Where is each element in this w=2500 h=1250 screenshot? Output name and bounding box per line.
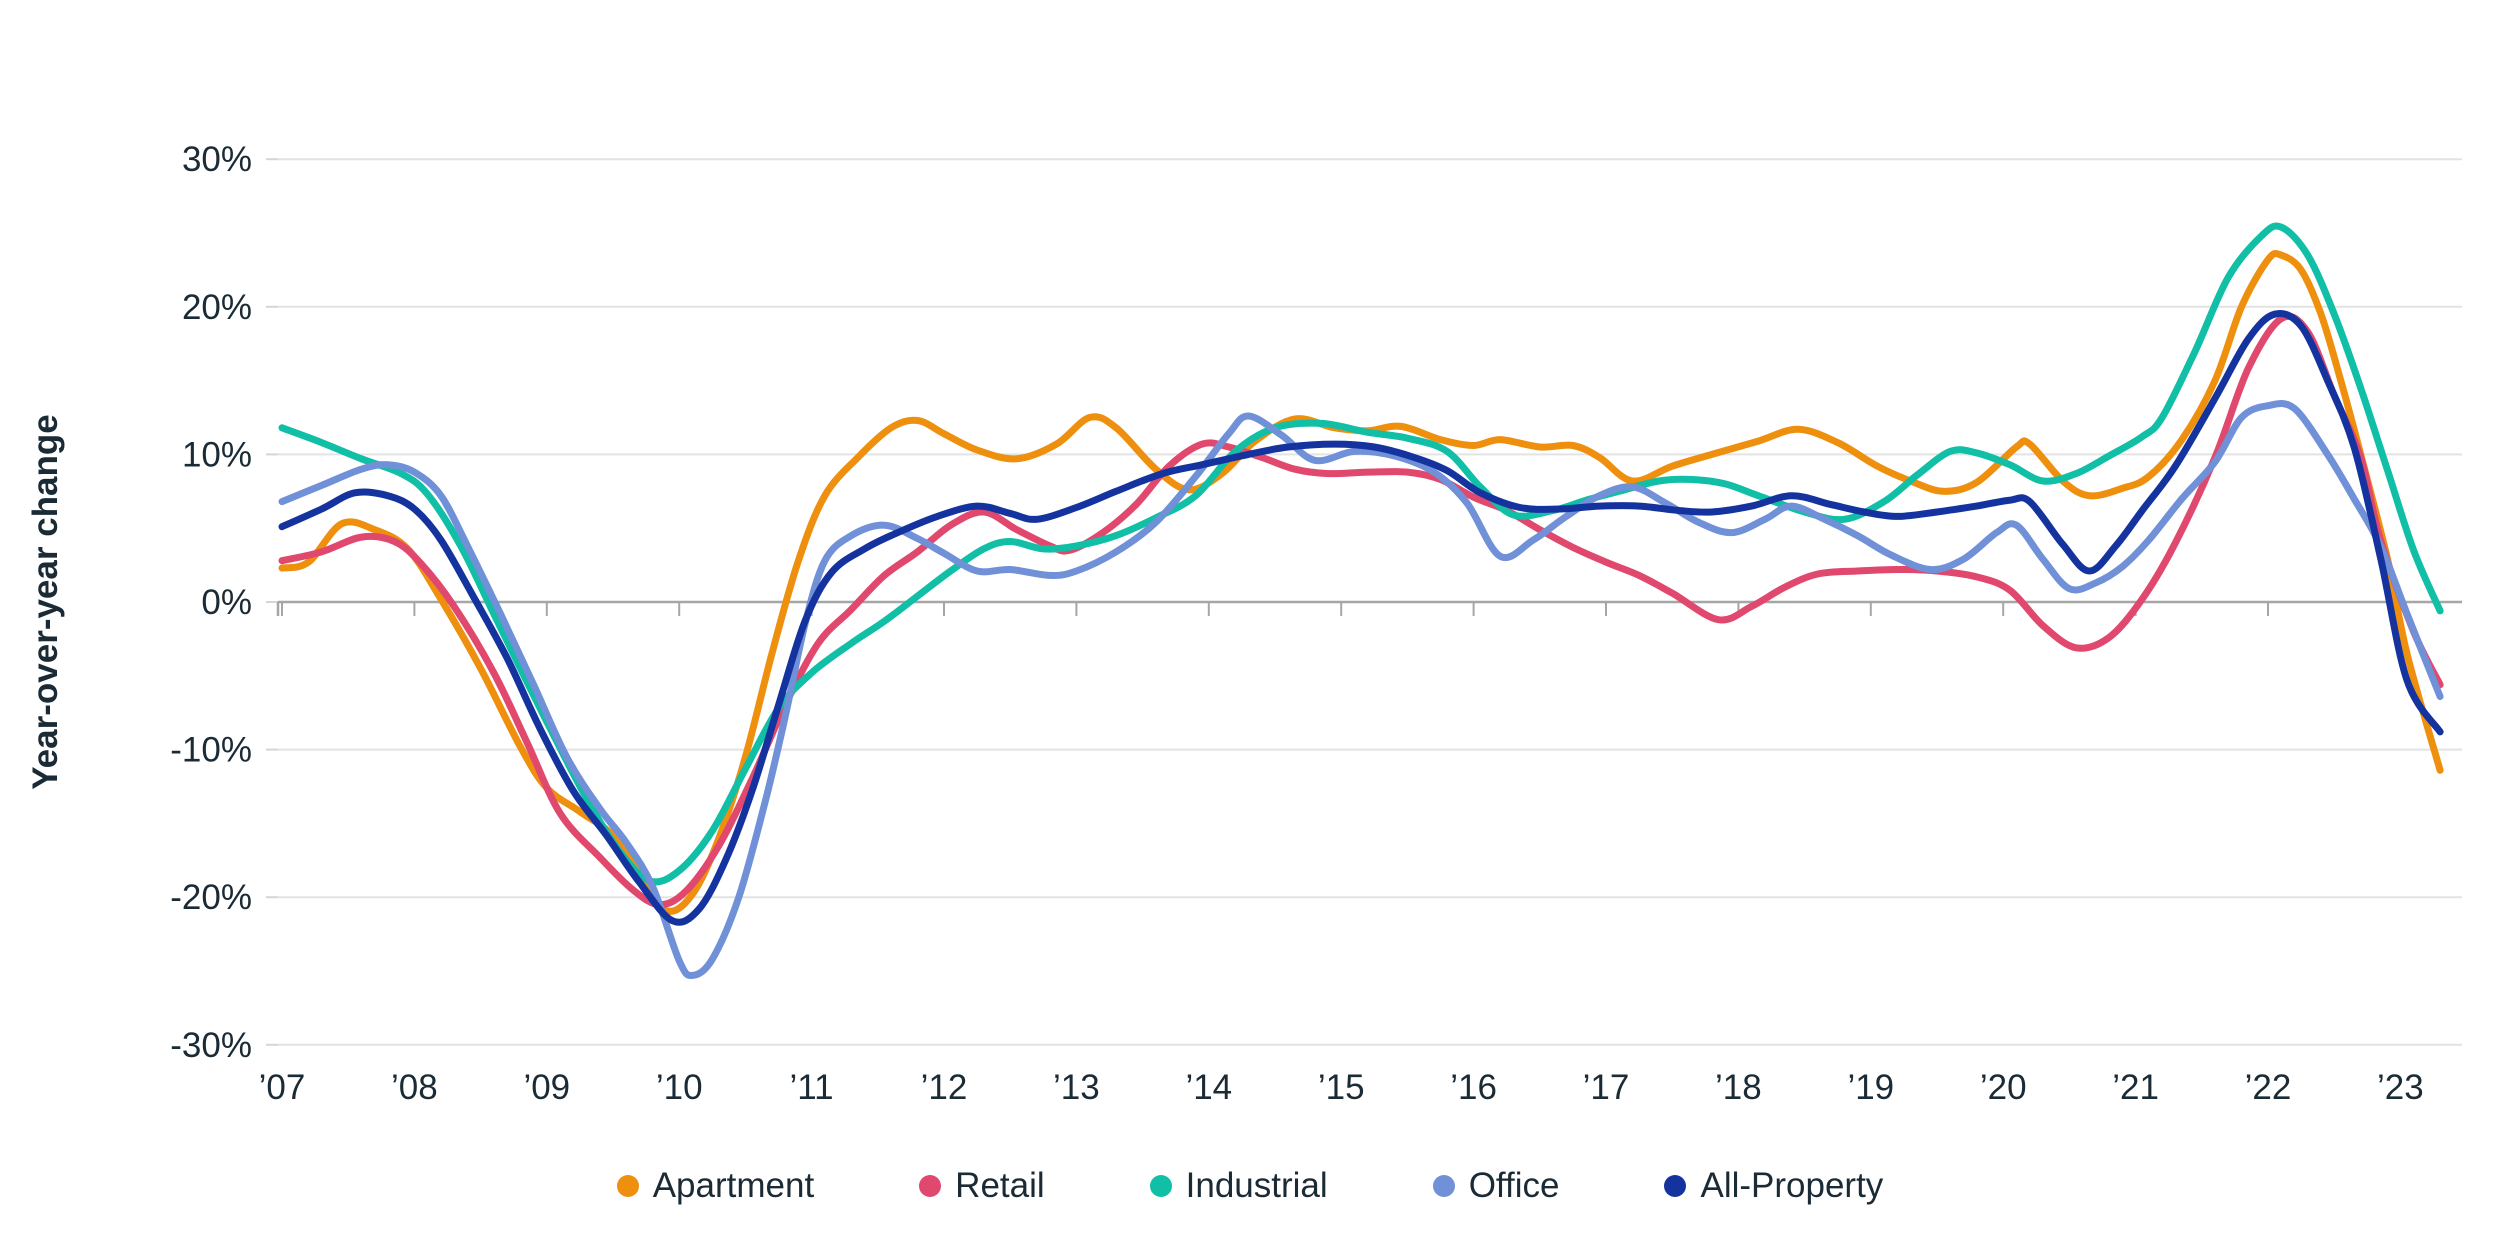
x-tick-label: ’10 [656,1068,703,1107]
legend-label: Industrial [1185,1166,1328,1205]
y-tick-label: 0% [201,583,252,622]
legend-item-retail: Retail [919,1166,1045,1206]
y-tick-label: -30% [170,1026,252,1065]
x-tick-label: ’19 [1847,1068,1894,1107]
y-tick-label: 20% [182,288,252,327]
legend-label: Apartment [652,1166,815,1205]
y-tick-label: 30% [182,140,252,179]
legend-swatch-apartment [616,1175,639,1197]
series-layer [278,222,2444,979]
legend-label: Office [1468,1166,1560,1205]
x-tick-label: ’12 [921,1068,968,1107]
series-line-all-property [278,310,2444,926]
legend-swatch-industrial [1149,1175,1172,1197]
series-line-office [278,400,2444,979]
legend-label: Retail [955,1166,1045,1205]
legend-item-industrial: Industrial [1149,1166,1328,1206]
grid-layer [266,158,2462,1046]
x-tick-label: ’23 [2377,1068,2424,1107]
legend-item-office: Office [1432,1166,1560,1206]
legend-item-apartment: Apartment [616,1166,815,1206]
x-tick-label: ’09 [523,1068,570,1107]
y-tick-label: 10% [182,435,252,474]
x-tick-label: ’17 [1583,1068,1630,1107]
y-tick-label: -10% [170,731,252,770]
legend-swatch-retail [919,1175,942,1197]
x-tick-label: ’18 [1715,1068,1762,1107]
y-tick-label: -20% [170,878,252,917]
x-tick-label: ’11 [790,1068,834,1107]
y-axis-title: Year-over-year change [26,414,65,789]
x-tick-label: ’14 [1185,1068,1232,1107]
x-tick-label: ’20 [1980,1068,2027,1107]
legend-item-all-property: All-Property [1664,1166,1883,1206]
series-line-industrial [278,222,2444,886]
x-tick-label: ’07 [259,1068,306,1107]
x-tick-label: ’22 [2245,1068,2292,1107]
legend-label: All-Property [1700,1166,1884,1205]
x-tick-label: ’16 [1450,1068,1497,1107]
chart-legend: Apartment Retail Industrial Office All-Prope… [0,1166,2500,1206]
legend-swatch-office [1432,1175,1455,1197]
x-tick-label: ’08 [391,1068,438,1107]
axis-text-layer: 30% 20% 10% 0% -10% -20% -30%’07 ’08 ’09 ’10 ’11 ’1… [170,140,2423,1107]
legend-swatch-all-property [1664,1175,1687,1197]
x-tick-label: ’13 [1053,1068,1100,1107]
x-tick-label: ’21 [2112,1068,2159,1107]
x-tick-label: ’15 [1318,1068,1365,1107]
